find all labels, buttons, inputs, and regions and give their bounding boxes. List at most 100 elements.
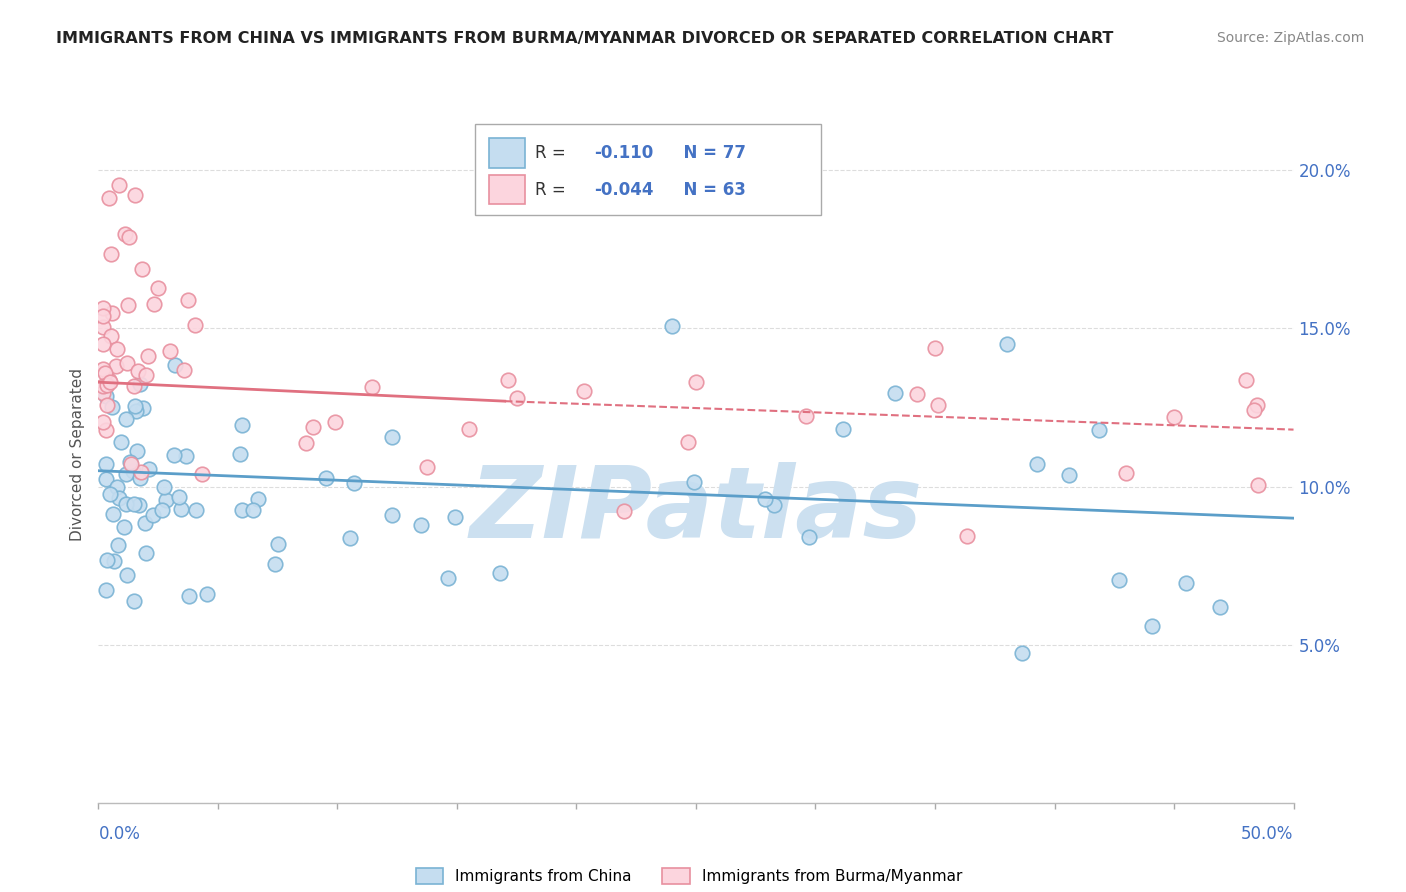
Point [91, 309, 114, 323]
Point [98, 191, 121, 205]
Point [924, 341, 946, 355]
Point [96, 377, 118, 392]
Point [1247, 477, 1270, 491]
Point [96, 553, 118, 567]
Point [1234, 373, 1257, 387]
Point [101, 507, 124, 521]
Point [98, 486, 121, 500]
Point [884, 386, 907, 401]
Point [339, 532, 361, 546]
Point [129, 465, 152, 479]
Point [685, 376, 707, 390]
Point [105, 342, 128, 356]
Point [94, 458, 117, 472]
Point [488, 566, 510, 581]
Point [683, 475, 706, 490]
Point [360, 380, 382, 394]
Point [325, 415, 347, 429]
Point [794, 409, 817, 424]
Point [143, 296, 166, 310]
Point [1246, 398, 1268, 412]
Point [458, 422, 481, 436]
Y-axis label: Divorced or Separated: Divorced or Separated [70, 368, 86, 541]
Point [295, 435, 318, 450]
Point [134, 516, 156, 530]
Text: 50.0%: 50.0% [1241, 825, 1294, 843]
Point [96, 423, 118, 437]
Point [416, 460, 439, 475]
Point [1142, 619, 1164, 633]
Point [117, 298, 139, 312]
Point [264, 557, 287, 571]
Point [613, 504, 636, 518]
Point [995, 337, 1018, 351]
Point [163, 448, 186, 462]
Point [165, 358, 187, 372]
Point [443, 509, 465, 524]
Point [101, 401, 124, 415]
Point [231, 503, 253, 517]
Point [101, 306, 124, 320]
Point [1174, 576, 1197, 591]
Point [184, 503, 207, 517]
Point [97, 373, 120, 387]
Point [94, 367, 117, 381]
Point [142, 508, 165, 522]
Point [128, 471, 150, 485]
Text: 0.0%: 0.0% [98, 825, 141, 843]
FancyBboxPatch shape [489, 138, 524, 168]
Point [114, 519, 136, 533]
Text: Source: ZipAtlas.com: Source: ZipAtlas.com [1216, 31, 1364, 45]
Point [91, 379, 114, 393]
Point [315, 470, 337, 484]
Point [118, 230, 141, 244]
Point [98, 376, 121, 390]
Point [229, 447, 252, 461]
Text: R =: R = [534, 181, 571, 199]
Text: -0.110: -0.110 [595, 144, 654, 162]
Point [100, 329, 122, 343]
Point [754, 491, 776, 506]
Point [831, 422, 853, 436]
Point [107, 491, 129, 506]
Point [247, 491, 270, 506]
Point [195, 587, 218, 601]
Point [115, 567, 138, 582]
Point [91, 301, 114, 316]
Point [1011, 646, 1033, 660]
Point [103, 554, 125, 568]
Point [763, 498, 786, 512]
Point [96, 398, 118, 412]
Point [108, 178, 131, 192]
Point [105, 480, 128, 494]
Point [135, 546, 157, 560]
Point [110, 434, 132, 449]
Point [91, 386, 114, 401]
Point [173, 362, 195, 376]
Point [155, 493, 177, 508]
Point [343, 475, 366, 490]
Text: R =: R = [534, 144, 571, 162]
Point [131, 261, 153, 276]
Point [100, 247, 122, 261]
Point [122, 464, 145, 478]
Point [124, 594, 146, 608]
Point [1108, 573, 1130, 587]
Point [1243, 402, 1265, 417]
Point [129, 377, 152, 392]
Point [177, 293, 200, 307]
Point [177, 589, 200, 603]
Legend: Immigrants from China, Immigrants from Burma/Myanmar: Immigrants from China, Immigrants from B… [416, 869, 962, 884]
Point [505, 391, 527, 405]
Point [124, 187, 146, 202]
Point [131, 401, 153, 415]
Point [1115, 466, 1137, 480]
Point [127, 444, 149, 458]
Point [1163, 409, 1185, 424]
Point [302, 420, 325, 434]
Point [107, 538, 129, 552]
Point [124, 399, 146, 413]
Point [572, 384, 595, 399]
Text: -0.044: -0.044 [595, 181, 654, 199]
Point [104, 359, 127, 374]
